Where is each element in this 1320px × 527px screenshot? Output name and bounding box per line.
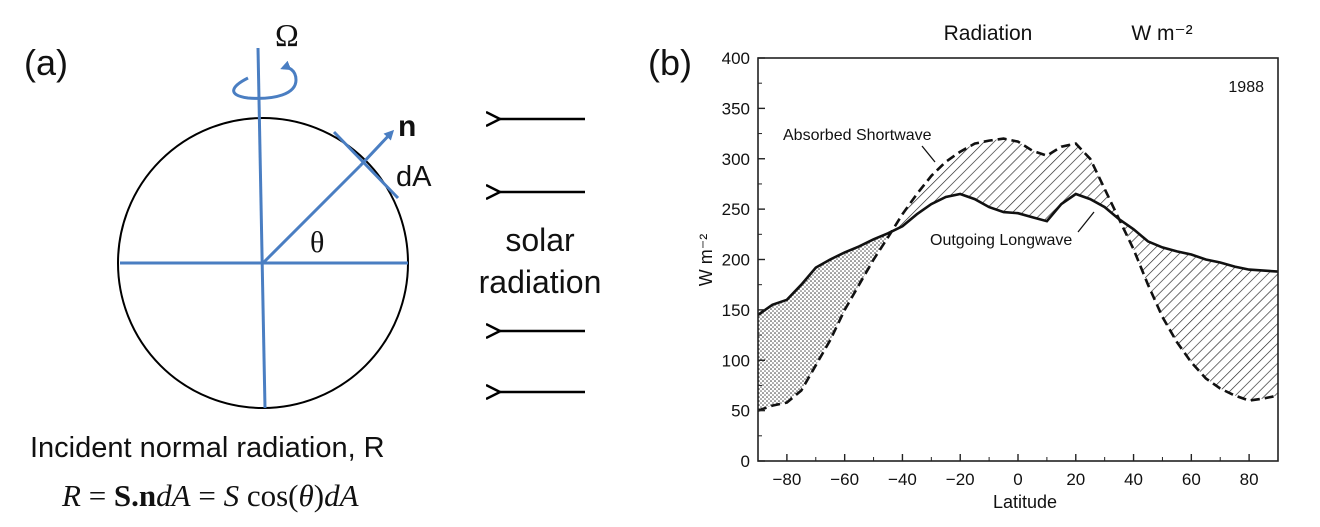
x-tick-label: 80 xyxy=(1240,470,1259,489)
y-tick-label: 350 xyxy=(722,99,750,118)
deficit-stippled-region xyxy=(758,231,892,411)
absorbed-shortwave-annotation: Absorbed Shortwave xyxy=(783,127,932,144)
radius-line xyxy=(261,164,362,265)
formula-da2: dA xyxy=(324,478,359,513)
y-tick-label: 300 xyxy=(722,150,750,169)
formula: R = S.ndA = S cos(θ)dA xyxy=(62,478,359,514)
formula-r: R xyxy=(62,478,81,513)
rotation-arrow xyxy=(232,60,298,100)
formula-da1: dA xyxy=(156,478,191,513)
y-tick-label: 200 xyxy=(722,251,750,270)
x-tick-label: −20 xyxy=(946,470,975,489)
absorbed-shortwave-pointer xyxy=(921,145,936,163)
absorbed-shortwave-line xyxy=(758,137,1278,412)
y-tick-label: 50 xyxy=(731,402,750,421)
y-axis-label: W m⁻² xyxy=(696,234,716,286)
solar-label-line2: radiation xyxy=(478,264,602,300)
x-axis-label: Latitude xyxy=(993,492,1057,512)
y-tick-label: 0 xyxy=(741,452,750,471)
chart-title: Radiation xyxy=(944,22,1033,45)
formula-dot: . xyxy=(131,478,139,513)
solar-label-line1: solar xyxy=(505,222,575,258)
x-tick-label: −60 xyxy=(830,470,859,489)
panel-b-label: (b) xyxy=(648,42,692,83)
x-tick-label: −80 xyxy=(772,470,801,489)
x-tick-label: −40 xyxy=(888,470,917,489)
panel-a-label: (a) xyxy=(24,42,68,83)
chart-units: W m⁻² xyxy=(1131,22,1192,45)
outgoing-longwave-annotation: Outgoing Longwave xyxy=(930,232,1072,249)
x-tick-label: 0 xyxy=(1013,470,1022,489)
formula-eq2: = xyxy=(190,478,224,513)
x-tick-label: 20 xyxy=(1066,470,1085,489)
area-element-line xyxy=(332,130,400,200)
surplus-hatched-region xyxy=(891,138,1278,401)
normal-vector-arrow xyxy=(358,129,395,168)
y-tick-label: 400 xyxy=(722,49,750,68)
formula-eq1: = xyxy=(80,478,114,513)
y-tick-label: 250 xyxy=(722,200,750,219)
radiation-chart: 0 50 100 150 200 250 300 350 400 −80 −60 −40 −20 0 20… xyxy=(696,22,1279,512)
angle-label: θ xyxy=(310,226,324,259)
outgoing-longwave-pointer xyxy=(1077,211,1095,233)
formula-s-bold: S xyxy=(113,478,132,513)
area-element-label: dA xyxy=(396,161,432,193)
chart-year: 1988 xyxy=(1228,79,1264,96)
y-tick-label: 150 xyxy=(722,301,750,320)
formula-n-bold: n xyxy=(138,478,157,513)
y-tick-label: 100 xyxy=(722,351,750,370)
omega-label: Ω xyxy=(275,17,299,53)
formula-close: ) xyxy=(313,478,325,513)
normal-label: n xyxy=(398,110,416,143)
x-tick-label: 40 xyxy=(1124,470,1143,489)
x-tick-label: 60 xyxy=(1182,470,1201,489)
outgoing-longwave-line xyxy=(758,192,1278,316)
rotation-axis xyxy=(256,47,267,409)
formula-s: S xyxy=(223,478,240,513)
caption: Incident normal radiation, R xyxy=(30,432,385,464)
formula-cos: cos( xyxy=(239,478,299,513)
sphere-diagram: Ω n dA θ xyxy=(117,17,585,409)
formula-theta: θ xyxy=(298,478,314,513)
